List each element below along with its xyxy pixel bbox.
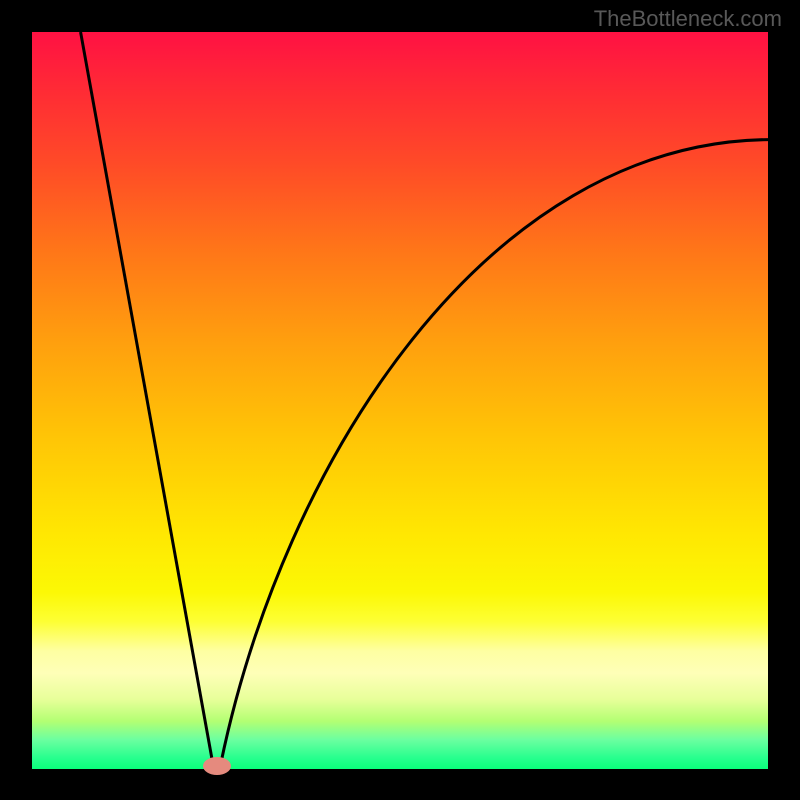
- watermark-text: TheBottleneck.com: [594, 6, 782, 32]
- optimal-point-marker: [203, 757, 231, 775]
- chart-frame: TheBottleneck.com: [0, 0, 800, 800]
- curve-left-branch: [81, 32, 214, 769]
- plot-area: [32, 32, 768, 769]
- bottleneck-curve: [32, 32, 768, 769]
- curve-right-branch: [220, 140, 768, 769]
